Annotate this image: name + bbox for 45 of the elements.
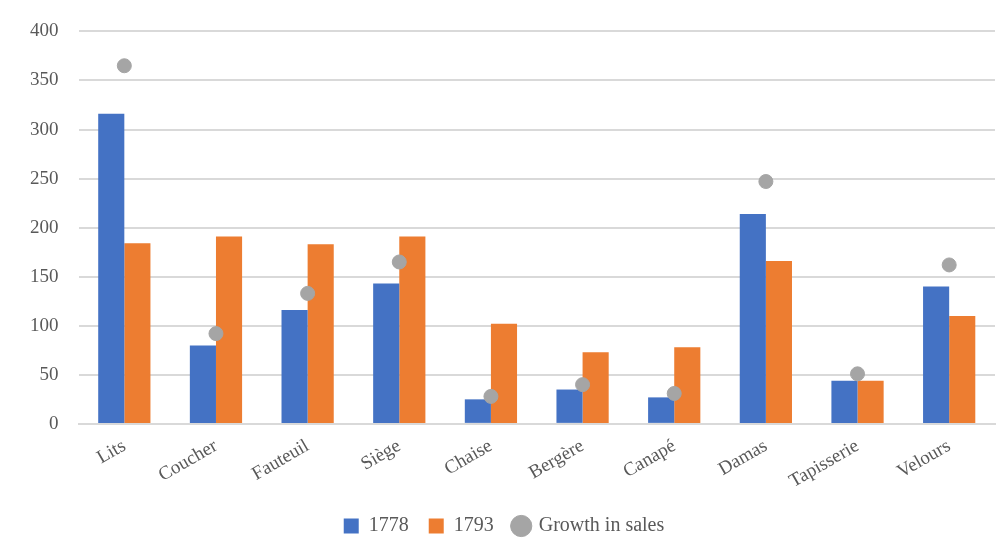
x-tick-label: Lits xyxy=(92,434,129,468)
bar xyxy=(307,244,334,423)
y-tick-label: 250 xyxy=(30,166,59,188)
bar xyxy=(215,236,243,423)
y-tick-label: 300 xyxy=(30,117,59,139)
y-tick-label: 150 xyxy=(30,264,59,286)
bar xyxy=(373,283,400,423)
y-tick-label: 350 xyxy=(30,68,59,90)
bar xyxy=(582,352,609,423)
point xyxy=(208,326,224,342)
bar xyxy=(399,236,426,423)
bar xyxy=(556,389,583,423)
legend-label: Growth in sales xyxy=(538,513,665,536)
point xyxy=(391,254,407,270)
point xyxy=(758,174,774,190)
bar xyxy=(464,399,491,423)
bar xyxy=(923,286,950,423)
bar xyxy=(857,380,884,423)
legend-label: 1778 xyxy=(368,513,409,536)
bar xyxy=(281,310,308,423)
point xyxy=(850,366,866,382)
bar xyxy=(189,345,216,423)
bar xyxy=(490,323,518,423)
point xyxy=(941,257,957,273)
point xyxy=(666,385,682,401)
bar xyxy=(674,347,701,423)
point xyxy=(300,285,316,301)
point xyxy=(575,377,591,393)
y-tick-label: 400 xyxy=(30,19,59,41)
x-tick-label: Chaise xyxy=(440,434,496,479)
legend-label: 1793 xyxy=(453,513,494,536)
y-tick-label: 0 xyxy=(49,411,59,433)
y-tick-label: 200 xyxy=(30,215,59,237)
point xyxy=(483,388,499,404)
bar xyxy=(765,261,792,423)
y-tick-label: 50 xyxy=(39,362,59,384)
x-tick-label: Siège xyxy=(356,434,404,474)
bar xyxy=(739,213,766,423)
y-tick-label: 100 xyxy=(30,313,59,335)
bar xyxy=(124,243,151,423)
point xyxy=(116,58,132,74)
bar xyxy=(831,380,858,423)
bar xyxy=(648,397,675,423)
bar xyxy=(98,113,125,423)
bar xyxy=(949,315,976,423)
